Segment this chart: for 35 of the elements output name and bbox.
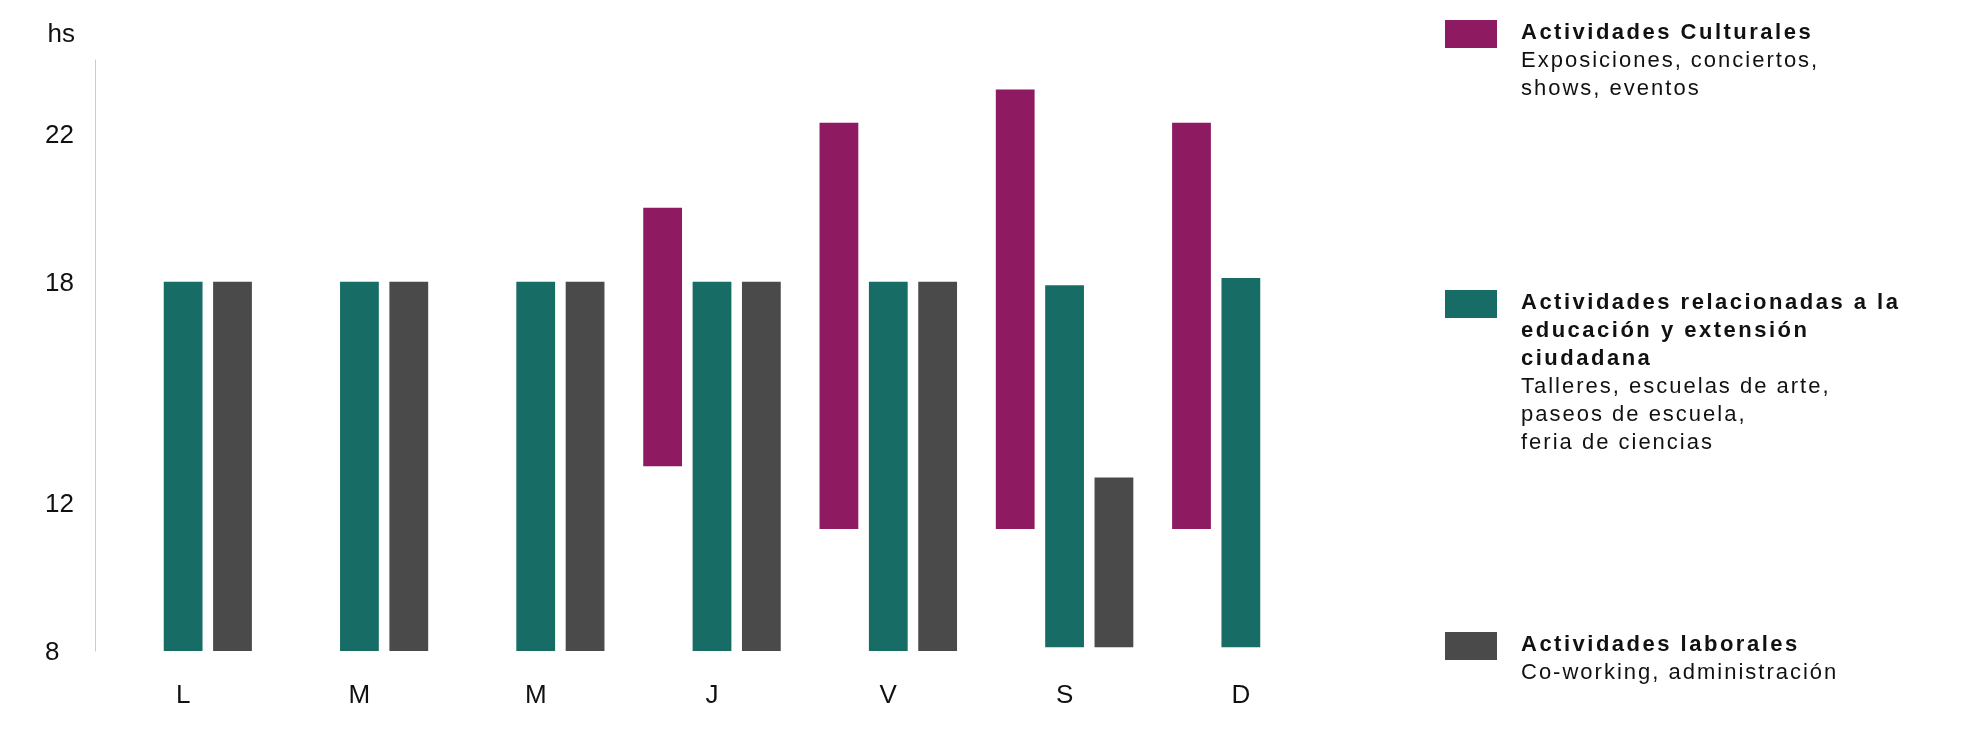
x-tick-label: S <box>1055 679 1074 709</box>
bar <box>1045 285 1084 648</box>
legend-label: Actividades laborales <box>1521 630 1801 658</box>
legend-label: Actividades Culturales <box>1521 18 1815 46</box>
y-tick-label: 22 <box>45 118 74 149</box>
bar <box>918 281 958 651</box>
text: Exposiciones, conciertos, shows, eventos <box>1521 46 1820 102</box>
bar <box>1172 122 1211 530</box>
x-tick-label: D <box>1231 679 1251 709</box>
bar <box>819 122 859 530</box>
x-tick-label: J <box>705 679 719 709</box>
bar <box>340 281 379 651</box>
bar <box>643 207 683 467</box>
bar <box>565 281 605 651</box>
bar <box>995 89 1035 530</box>
x-tick-label: M <box>348 679 371 709</box>
text: Talleres, escuelas de arte, paseos de escuela, feria de ciencias <box>1521 372 1832 456</box>
bar <box>741 281 781 651</box>
text: Co-working, administración <box>1521 658 1839 686</box>
bar <box>1094 477 1134 648</box>
y-tick-label: 12 <box>45 488 74 519</box>
bar <box>163 281 203 651</box>
legend-label: Actividades relacionadas a la educación y extensión ciudadana <box>1521 288 1902 372</box>
x-tick-label: V <box>879 679 898 709</box>
bar <box>516 281 556 651</box>
x-tick-label: L <box>175 679 191 709</box>
bar <box>692 281 732 651</box>
bar <box>389 281 429 651</box>
bar <box>1221 277 1261 648</box>
bar <box>213 281 252 651</box>
y-tick-label: 18 <box>45 266 74 297</box>
bar <box>868 281 908 651</box>
x-tick-label: M <box>524 679 547 709</box>
y-tick-label: 8 <box>45 636 60 666</box>
y-axis-title: hs <box>47 18 75 48</box>
